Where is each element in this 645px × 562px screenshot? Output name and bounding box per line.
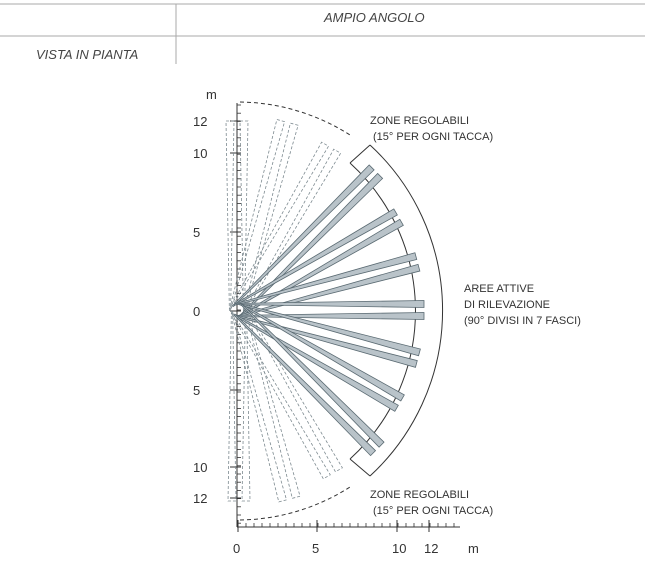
adjustable-beam <box>241 310 251 502</box>
adjustable-beam <box>243 306 343 473</box>
x-axis-unit: m <box>468 541 479 556</box>
adjustable-beam <box>239 120 249 312</box>
active-beam <box>237 300 425 308</box>
adjustable-beam <box>227 310 237 502</box>
adjustable-beam <box>242 122 299 314</box>
active-beams <box>232 164 425 457</box>
y-axis-ticks: 12 10 5 0 5 10 12 <box>193 104 241 524</box>
label-top-line-1: ZONE REGOLABILI <box>370 115 469 127</box>
y-tick-label: 12 <box>193 114 207 129</box>
label-active-line-3: (90° DIVISI IN 7 FASCI) <box>464 315 581 327</box>
active-zone-arc <box>349 144 416 477</box>
adjustable-beam <box>231 311 288 503</box>
x-tick-label: 0 <box>233 541 240 556</box>
active-beam <box>239 303 421 357</box>
x-tick-label: 10 <box>392 541 406 556</box>
y-axis-unit: m <box>206 87 217 102</box>
x-tick-label: 5 <box>312 541 319 556</box>
y-tick-label: 5 <box>193 383 200 398</box>
active-zone-arc-curve <box>369 144 444 477</box>
y-tick-label: 10 <box>193 460 207 475</box>
header-title: AMPIO ANGOLO <box>324 10 425 25</box>
active-beam <box>233 313 377 457</box>
label-bottom-line-2: (15° PER OGNI TACCA) <box>373 505 493 517</box>
y-tick-label: 12 <box>193 491 207 506</box>
label-active-line-2: DI RILEVAZIONE <box>464 299 550 311</box>
active-beam <box>233 208 398 306</box>
y-tick-label: 0 <box>193 304 200 319</box>
adjustable-beam <box>229 119 286 310</box>
active-beam <box>241 305 385 448</box>
x-axis-ticks: 0 5 10 12 <box>233 520 460 556</box>
x-tick-label: 12 <box>424 541 438 556</box>
label-bottom-line-1: ZONE REGOLABILI <box>370 489 469 501</box>
adjustable-beam <box>231 313 331 480</box>
label-top-line-2: (15° PER OGNI TACCA) <box>373 131 493 143</box>
y-tick-label: 10 <box>193 146 207 161</box>
active-beam <box>240 303 405 402</box>
active-beam <box>232 164 375 308</box>
adjustable-beam <box>244 308 301 499</box>
adjustable-beam <box>225 120 235 312</box>
active-beam <box>235 252 418 306</box>
view-title: VISTA IN PIANTA <box>36 47 139 62</box>
label-active-line-1: AREE ATTIVE <box>464 283 534 295</box>
adjustable-zone-arc-bottom <box>239 486 351 521</box>
y-tick-label: 5 <box>193 225 200 240</box>
adjustable-zone-arc-top <box>239 101 351 136</box>
adjustable-beam <box>230 141 330 308</box>
adjustable-beams <box>225 119 343 503</box>
adjustable-beam <box>242 148 342 315</box>
